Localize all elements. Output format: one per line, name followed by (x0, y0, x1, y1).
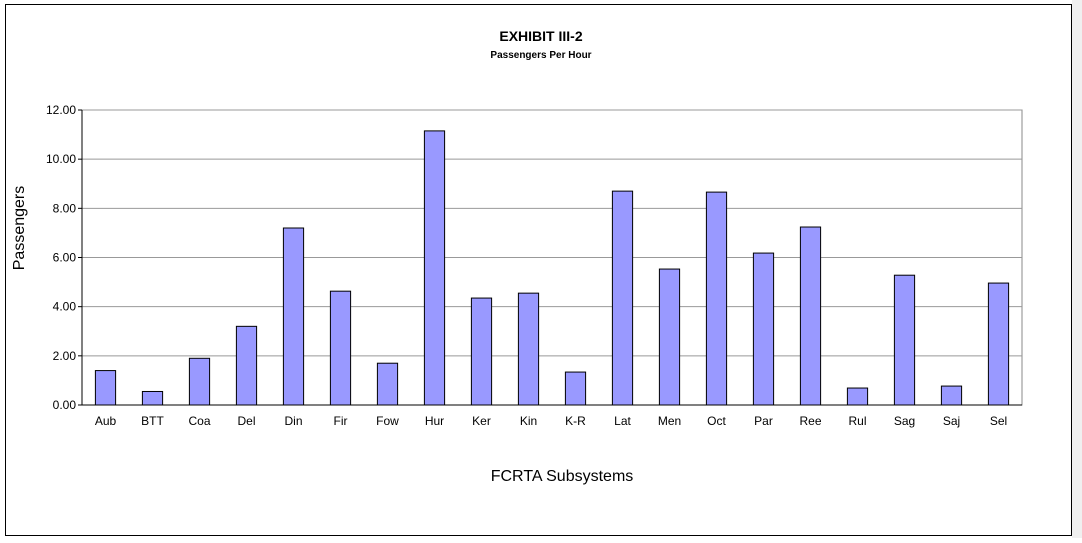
y-tick-label: 8.00 (53, 201, 77, 215)
side-strip (1072, 0, 1082, 538)
bar (987, 282, 1010, 406)
y-tick-label: 12.00 (46, 103, 76, 117)
bar (705, 191, 728, 406)
x-tick-label: Saj (943, 414, 960, 428)
bar (235, 325, 258, 406)
bar (940, 385, 963, 406)
bar (893, 274, 916, 406)
y-tick-label: 4.00 (53, 300, 77, 314)
x-tick-label: Par (754, 414, 773, 428)
bar (376, 362, 399, 406)
bar (423, 130, 446, 406)
bar (282, 227, 305, 406)
bar (799, 226, 822, 406)
x-tick-label: Ker (472, 414, 491, 428)
x-tick-label: Del (237, 414, 255, 428)
x-tick-label: Fow (376, 414, 399, 428)
x-tick-label: Ree (799, 414, 821, 428)
x-tick-label: K-R (565, 414, 586, 428)
y-tick-label: 2.00 (53, 349, 77, 363)
bar (141, 390, 164, 406)
bar (564, 371, 587, 406)
x-tick-label: Kin (520, 414, 537, 428)
x-tick-label: Din (284, 414, 302, 428)
bar (517, 292, 540, 406)
chart-subtitle: Passengers Per Hour (490, 50, 591, 61)
x-tick-label: Sel (990, 414, 1007, 428)
x-tick-label: Lat (614, 414, 631, 428)
bar (658, 268, 681, 406)
y-axis-label: Passengers (11, 186, 28, 271)
x-tick-label: Hur (425, 414, 444, 428)
bar (329, 290, 352, 406)
x-tick-label: Oct (707, 414, 726, 428)
bar (94, 370, 117, 406)
bar (846, 387, 869, 406)
x-tick-label: Aub (95, 414, 117, 428)
y-tick-label: 10.00 (46, 152, 76, 166)
x-tick-label: Coa (188, 414, 210, 428)
bar (611, 190, 634, 406)
y-tick-label: 6.00 (53, 251, 77, 265)
x-tick-label: Rul (848, 414, 866, 428)
x-tick-label: Sag (894, 414, 915, 428)
chart-title: EXHIBIT III-2 (499, 28, 582, 44)
bar (752, 252, 775, 406)
bar (188, 357, 211, 406)
y-tick-label: 0.00 (53, 398, 77, 412)
x-tick-label: Men (658, 414, 681, 428)
x-tick-label: Fir (334, 414, 348, 428)
x-tick-label: BTT (141, 414, 164, 428)
x-axis-label: FCRTA Subsystems (491, 468, 634, 485)
bar (470, 297, 493, 406)
